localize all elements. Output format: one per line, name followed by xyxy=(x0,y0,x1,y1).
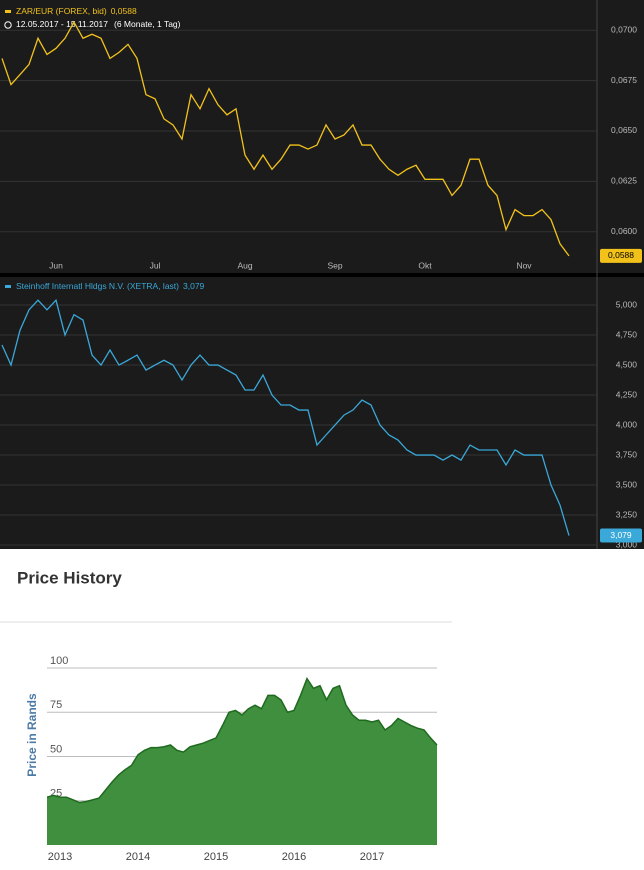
date-note: (6 Monate, 1 Tag) xyxy=(114,19,181,29)
y-tick-label: 3,750 xyxy=(616,449,638,459)
y-axis-title: Price in Rands xyxy=(25,693,39,777)
x-tick-label: 2016 xyxy=(282,851,306,863)
y-tick-label: 0,0625 xyxy=(611,176,637,186)
line-series xyxy=(1,20,570,257)
y-tick-label: 4,000 xyxy=(616,419,638,429)
legend-value: 0,0588 xyxy=(111,6,137,16)
x-tick-label: Okt xyxy=(418,260,432,270)
y-tick-label: 3,500 xyxy=(616,479,638,489)
y-tick-label: 0,0675 xyxy=(611,75,637,85)
legend-value: 3,079 xyxy=(183,281,205,291)
y-tick-label: 0,0700 xyxy=(611,24,637,34)
y-tick-label: 3,000 xyxy=(616,539,638,549)
x-tick-label: Nov xyxy=(516,260,532,270)
y-tick-label: 3,250 xyxy=(616,509,638,519)
area-fill xyxy=(47,678,437,845)
last-value-label: 0,0588 xyxy=(608,250,634,260)
y-tick-label: 0,0650 xyxy=(611,125,637,135)
y-tick-label: 4,500 xyxy=(616,359,638,369)
y-tick-label: 4,250 xyxy=(616,389,638,399)
legend-name: ZAR/EUR (FOREX, bid) xyxy=(16,6,107,16)
x-tick-label: Sep xyxy=(327,260,342,270)
last-value-badge xyxy=(600,528,642,543)
y-tick-label: 4,750 xyxy=(616,329,638,339)
section-title: Price History xyxy=(17,568,122,587)
y-tick-label: 100 xyxy=(50,655,68,667)
date-range: 12.05.2017 - 15.11.2017 xyxy=(16,19,108,29)
last-value-label: 3,079 xyxy=(610,530,632,540)
legend-swatch xyxy=(5,10,11,13)
legend-entry: ZAR/EUR (FOREX, bid) 0,0588 xyxy=(16,6,137,16)
x-tick-label: Jun xyxy=(49,260,63,270)
legend-name: Steinhoff Internatl Hldgs N.V. (XETRA, l… xyxy=(16,281,179,291)
last-value-badge xyxy=(600,248,642,263)
x-tick-label: 2014 xyxy=(126,851,150,863)
legend-entry: Steinhoff Internatl Hldgs N.V. (XETRA, l… xyxy=(16,281,205,291)
x-tick-label: 2017 xyxy=(360,851,384,863)
y-tick-label: 5,000 xyxy=(616,299,638,309)
y-tick-label: 0,0600 xyxy=(611,226,637,236)
area-line xyxy=(46,677,438,804)
subtitle: 12.05.2017 - 15.11.2017 (6 Monate, 1 Tag) xyxy=(16,19,181,29)
x-tick-label: Jul xyxy=(150,260,161,270)
y-tick-label: 75 xyxy=(50,699,62,711)
x-tick-label: 2015 xyxy=(204,851,228,863)
y-tick-label: 50 xyxy=(50,743,62,755)
clock-icon xyxy=(4,21,12,29)
legend-swatch xyxy=(5,285,11,288)
x-tick-label: Aug xyxy=(237,260,252,270)
line-series xyxy=(1,298,570,536)
x-tick-label: 2013 xyxy=(48,851,72,863)
